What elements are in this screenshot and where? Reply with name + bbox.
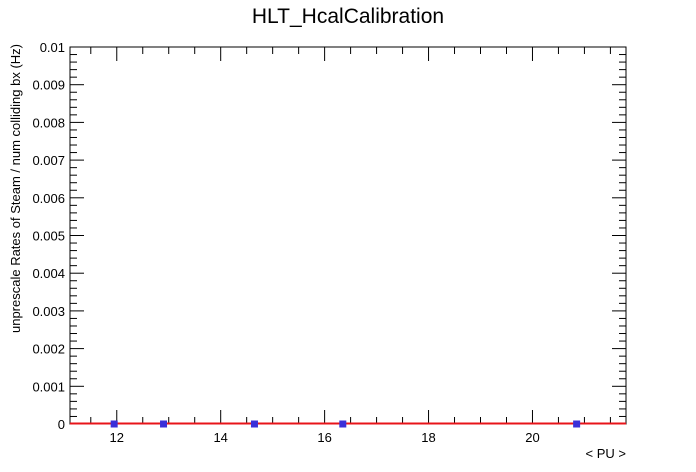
y-tick-label: 0.003 bbox=[32, 304, 65, 319]
x-tick-label: 16 bbox=[317, 430, 331, 445]
x-tick-label: 14 bbox=[213, 430, 227, 445]
x-tick-label: 12 bbox=[110, 430, 124, 445]
x-axis-label: < PU > bbox=[586, 446, 626, 461]
data-points bbox=[110, 420, 581, 428]
y-tick-label: 0.001 bbox=[32, 379, 65, 394]
data-point bbox=[160, 420, 168, 428]
data-point bbox=[250, 420, 258, 428]
y-tick-label: 0 bbox=[58, 417, 65, 432]
x-tick-label: 20 bbox=[525, 430, 539, 445]
y-tick-label: 0.002 bbox=[32, 342, 65, 357]
y-tick-label: 0.009 bbox=[32, 78, 65, 93]
plot-frame bbox=[69, 46, 627, 425]
chart-title: HLT_HcalCalibration bbox=[252, 5, 444, 28]
y-tick-label: 0.007 bbox=[32, 153, 65, 168]
data-point bbox=[110, 420, 118, 428]
y-tick-label: 0.004 bbox=[32, 266, 65, 281]
y-axis-label: unprescale Rates of Steam / num collidin… bbox=[8, 44, 23, 333]
y-tick-label: 0.008 bbox=[32, 115, 65, 130]
x-tick-label: 18 bbox=[421, 430, 435, 445]
y-tick-label: 0.005 bbox=[32, 229, 65, 244]
data-point bbox=[339, 420, 347, 428]
axes: 0 0.001 0.002 0.003 0.004 0.005 0.006 0.007 0.00… bbox=[32, 40, 627, 445]
data-point bbox=[573, 420, 581, 428]
y-tick-label: 0.006 bbox=[32, 191, 65, 206]
y-tick-label: 0.01 bbox=[40, 40, 65, 55]
